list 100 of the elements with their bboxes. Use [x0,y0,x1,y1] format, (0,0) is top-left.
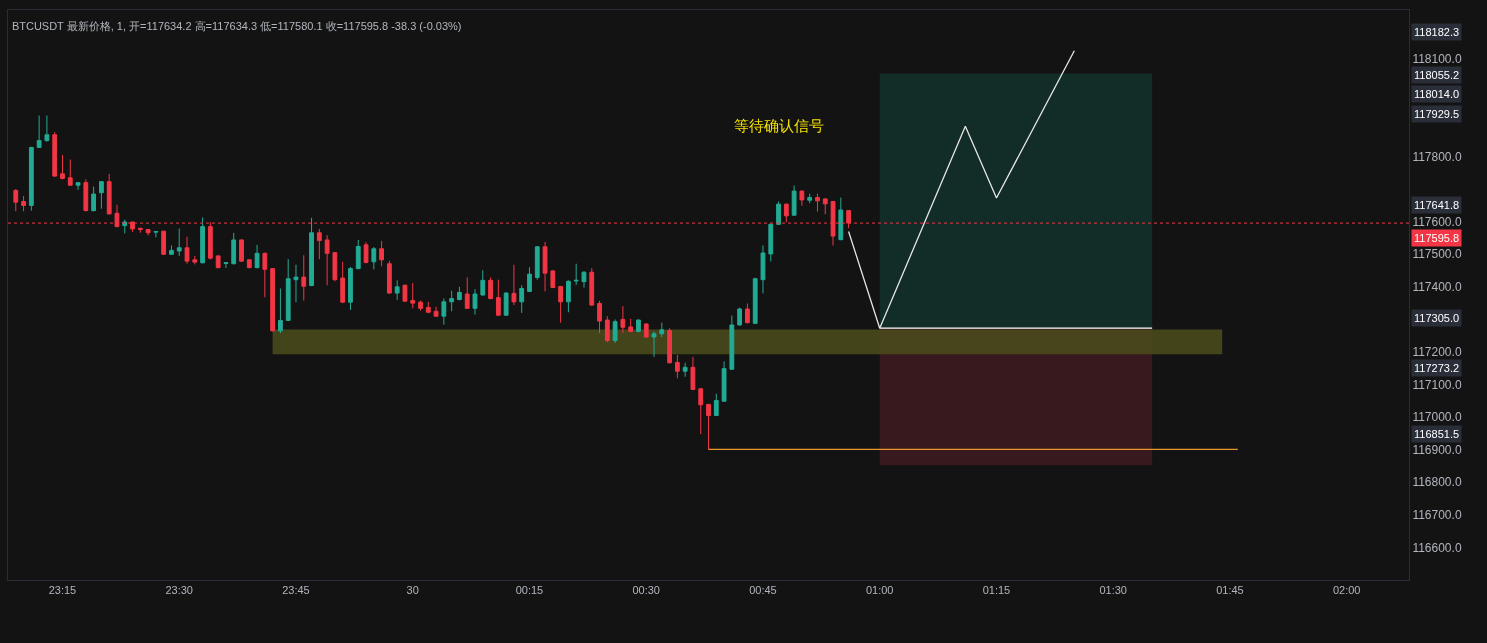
candlestick [145,229,151,236]
text: 118014.0 [1414,88,1460,100]
candlestick [464,276,470,310]
candlestick [651,330,657,358]
candlestick [620,305,626,334]
x-tick-label: 23:30 [165,584,193,597]
candlestick [573,263,579,286]
candlestick [737,307,743,327]
y-tick-label: 116600.0 [1412,540,1462,555]
candlestick [106,173,112,216]
text: 118182.3 [1414,26,1460,38]
candlestick [52,131,58,178]
text: 117641.8 [1414,199,1460,211]
candlestick [457,286,462,301]
candlestick [589,267,595,307]
candlestick [713,393,719,417]
text: 117929.5 [1414,108,1460,120]
candlestick [550,269,556,289]
candlestick [488,276,493,300]
candlestick [791,185,797,217]
candlestick [21,195,26,212]
candlestick [169,244,174,256]
x-tick-label: 00:45 [749,584,777,597]
candlestick [348,266,353,311]
candlestick [542,241,548,292]
y-tick-label: 117400.0 [1412,280,1462,295]
candlestick [153,230,159,238]
candlestick [815,193,820,213]
candlestick [28,146,34,212]
candlestick [729,315,735,371]
candlestick [807,193,813,204]
x-tick-label: 30 [406,584,419,597]
candlestick [612,318,618,344]
candlestick [511,264,517,306]
candlestick [246,258,252,269]
candlestick [386,260,392,295]
candlestick [98,180,104,210]
candlestick [799,189,805,207]
x-tick-label: 00:15 [515,584,544,597]
x-tick-label: 01:00 [865,584,894,597]
candlestick [60,154,65,180]
candlestick [581,270,587,289]
y-tick-label: 116700.0 [1412,508,1462,523]
candlestick [527,266,532,293]
candlestick [441,298,447,326]
candlestick [768,223,774,262]
annotation: 等待确认信号 [734,117,824,135]
candlestick [418,300,423,312]
y-tick-label: 116800.0 [1412,475,1462,490]
candlestick [215,254,221,269]
candlestick [394,279,400,301]
y-tick-label: 116900.0 [1412,442,1462,457]
candlestick [278,287,283,334]
candlestick [231,232,237,265]
candlestick [402,284,408,303]
candlestick [597,300,602,334]
candlestick [371,246,377,270]
candlestick [176,228,182,257]
candlestick [425,301,431,314]
candlestick [495,279,501,317]
candlestick [604,315,610,343]
candlestick [519,284,525,314]
x-tick-label: 23:15 [48,584,77,597]
candlestick [565,279,571,313]
candlestick [628,318,634,333]
candlestick [534,245,540,281]
candlestick [636,318,641,333]
candlestick [752,277,758,325]
ref-line-label: 117595.8 [1414,232,1460,244]
candlestick [472,288,478,316]
x-tick-label: 01:15 [982,584,1011,597]
text: 117273.2 [1414,362,1460,374]
candlestick [316,228,322,260]
candlestick [706,403,711,450]
candlestick [480,269,486,297]
candlestick [674,354,680,379]
x-tick-label: 23:45 [282,584,310,597]
candlestick [285,258,291,322]
candlestick [340,261,346,304]
text: BTCUSDT 最新价格, 1, 开=117634.2 高=117634.3 低=117580.1 收=117595.8 -38.3 (-0.03%) [11,20,462,33]
candlestick [410,282,416,309]
candlestick [239,238,244,263]
candlestick [270,267,276,332]
candlestick [137,227,143,234]
y-tick-label: 117200.0 [1412,345,1462,360]
candlestick [75,181,81,191]
candlestick [503,291,509,317]
candlestick [721,360,727,403]
y-tick-label: 117600.0 [1412,214,1462,229]
x-tick-label: 00:30 [632,584,660,597]
candlestick [745,302,750,324]
candlestick [643,322,649,339]
candlestick [161,230,167,256]
candlestick [449,290,455,312]
candlestick [301,254,307,302]
candlestick [783,202,789,223]
candlestick [324,234,330,286]
candlestick [659,322,665,338]
candlestick [13,188,19,212]
text: 116851.5 [1414,428,1460,440]
